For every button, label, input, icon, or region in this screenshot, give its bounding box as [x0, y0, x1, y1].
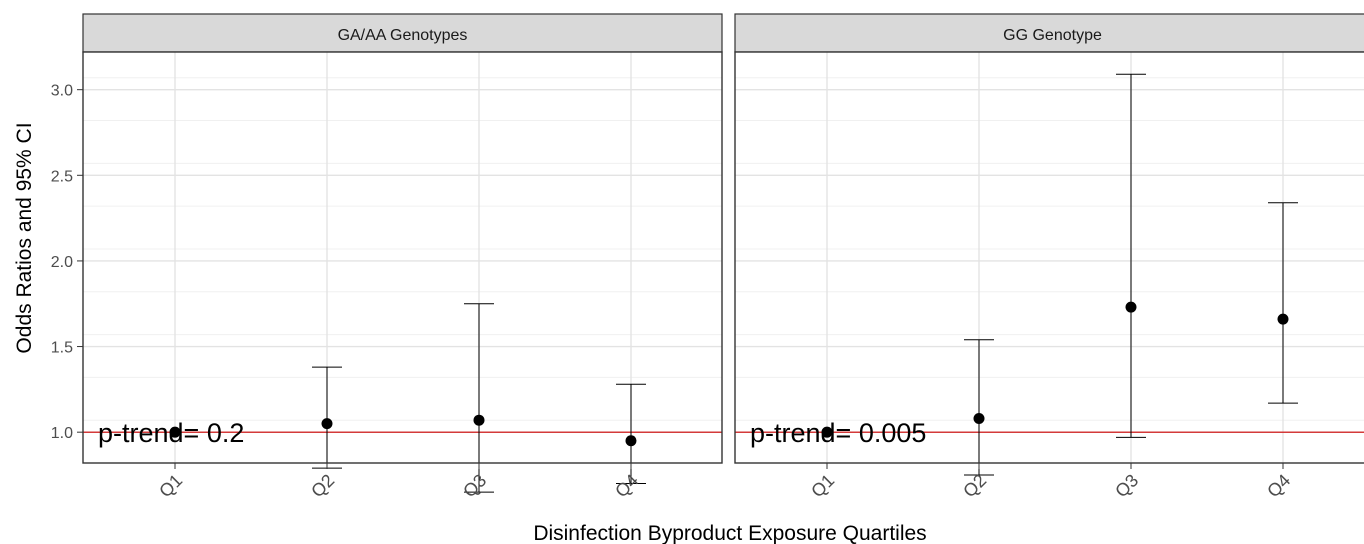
x-tick-label: Q4 [611, 470, 642, 501]
panel-border [82, 51, 723, 464]
x-tick-label: Q1 [807, 470, 838, 501]
x-tick-label: Q2 [307, 470, 338, 501]
x-tick-label: Q3 [1111, 470, 1142, 501]
data-point [1125, 301, 1137, 313]
x-tick-label: Q1 [155, 470, 186, 501]
y-tick-label: 2.0 [51, 254, 73, 271]
x-tick-label: Q3 [459, 470, 490, 501]
plot-area [735, 52, 1364, 463]
y-axis-title: Odds Ratios and 95% CI [13, 122, 36, 353]
facet-panel: GA/AA Genotypes p-trend= 0.2 Q1 Q2 Q3 Q4 [82, 13, 723, 501]
x-tick-label: Q4 [1263, 470, 1294, 501]
facet-strip-label: GA/AA Genotypes [338, 27, 468, 44]
data-point [169, 426, 181, 438]
data-point [321, 418, 333, 430]
y-tick-label: 3.0 [51, 83, 73, 100]
data-point [821, 426, 833, 438]
data-point [1277, 313, 1289, 325]
p-trend-annotation: p-trend= 0.005 [750, 418, 926, 448]
data-point [473, 414, 485, 426]
p-trend-annotation: p-trend= 0.2 [98, 418, 244, 448]
x-axis-title: Disinfection Byproduct Exposure Quartile… [533, 522, 926, 544]
data-point [625, 435, 637, 447]
y-tick-label: 1.5 [51, 340, 73, 357]
data-point [973, 412, 985, 424]
facet-panels: 1.0 1.5 2.0 2.5 3.0 GA/AA Genotypes p-trend= 0… [51, 13, 1364, 501]
facet-strip-label: GG Genotype [1003, 27, 1102, 44]
plot-area [83, 52, 722, 463]
facet-strip [82, 13, 723, 53]
y-tick-label: 2.5 [51, 168, 73, 185]
facet-strip [734, 13, 1364, 53]
y-tick-label: 1.0 [51, 425, 73, 442]
panel-border [734, 51, 1364, 464]
